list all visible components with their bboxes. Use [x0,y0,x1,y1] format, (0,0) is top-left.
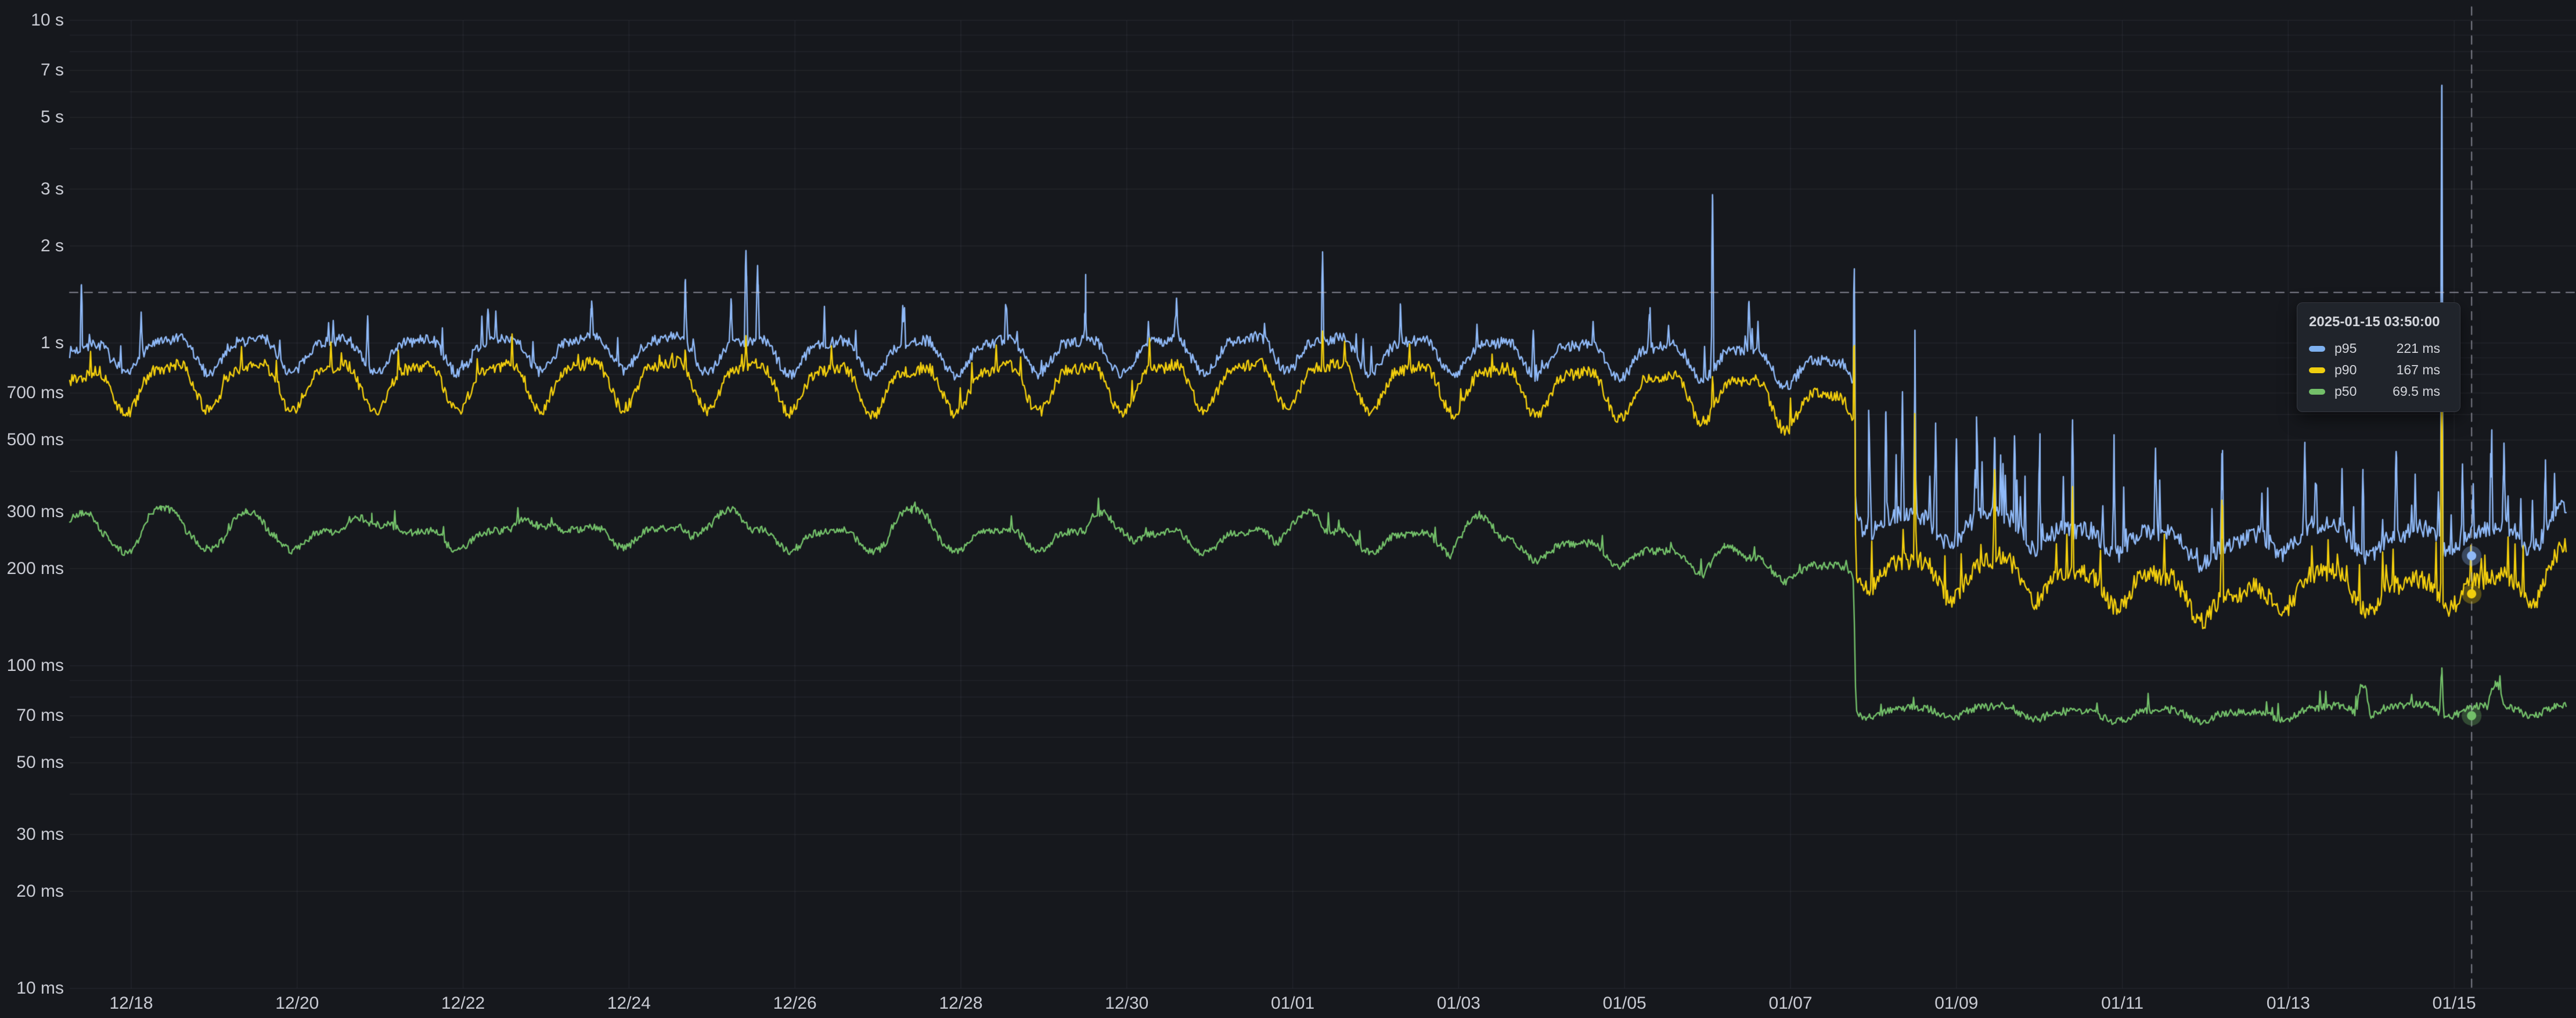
series-swatch-p50 [2309,388,2325,395]
tooltip-row-p90: p90 167 ms [2309,359,2448,381]
tooltip-series-value: 69.5 ms [2393,384,2440,399]
tooltip-series-value: 167 ms [2396,362,2440,377]
tooltip-row-p95: p95 221 ms [2309,338,2448,359]
tooltip-row-p50: p50 69.5 ms [2309,381,2448,402]
tooltip-series-label: p50 [2334,384,2357,399]
tooltip-series-value: 221 ms [2396,341,2440,356]
series-swatch-p90 [2309,367,2325,373]
tooltip-series-label: p95 [2334,341,2357,356]
chart-tooltip: 2025-01-15 03:50:00 p95 221 ms p90 167 ms p5… [2297,302,2460,412]
tooltip-rows: p95 221 ms p90 167 ms p50 69.5 ms [2309,338,2448,402]
tooltip-timestamp: 2025-01-15 03:50:00 [2309,314,2440,330]
tooltip-series-label: p90 [2334,362,2357,377]
series-swatch-p95 [2309,345,2325,352]
